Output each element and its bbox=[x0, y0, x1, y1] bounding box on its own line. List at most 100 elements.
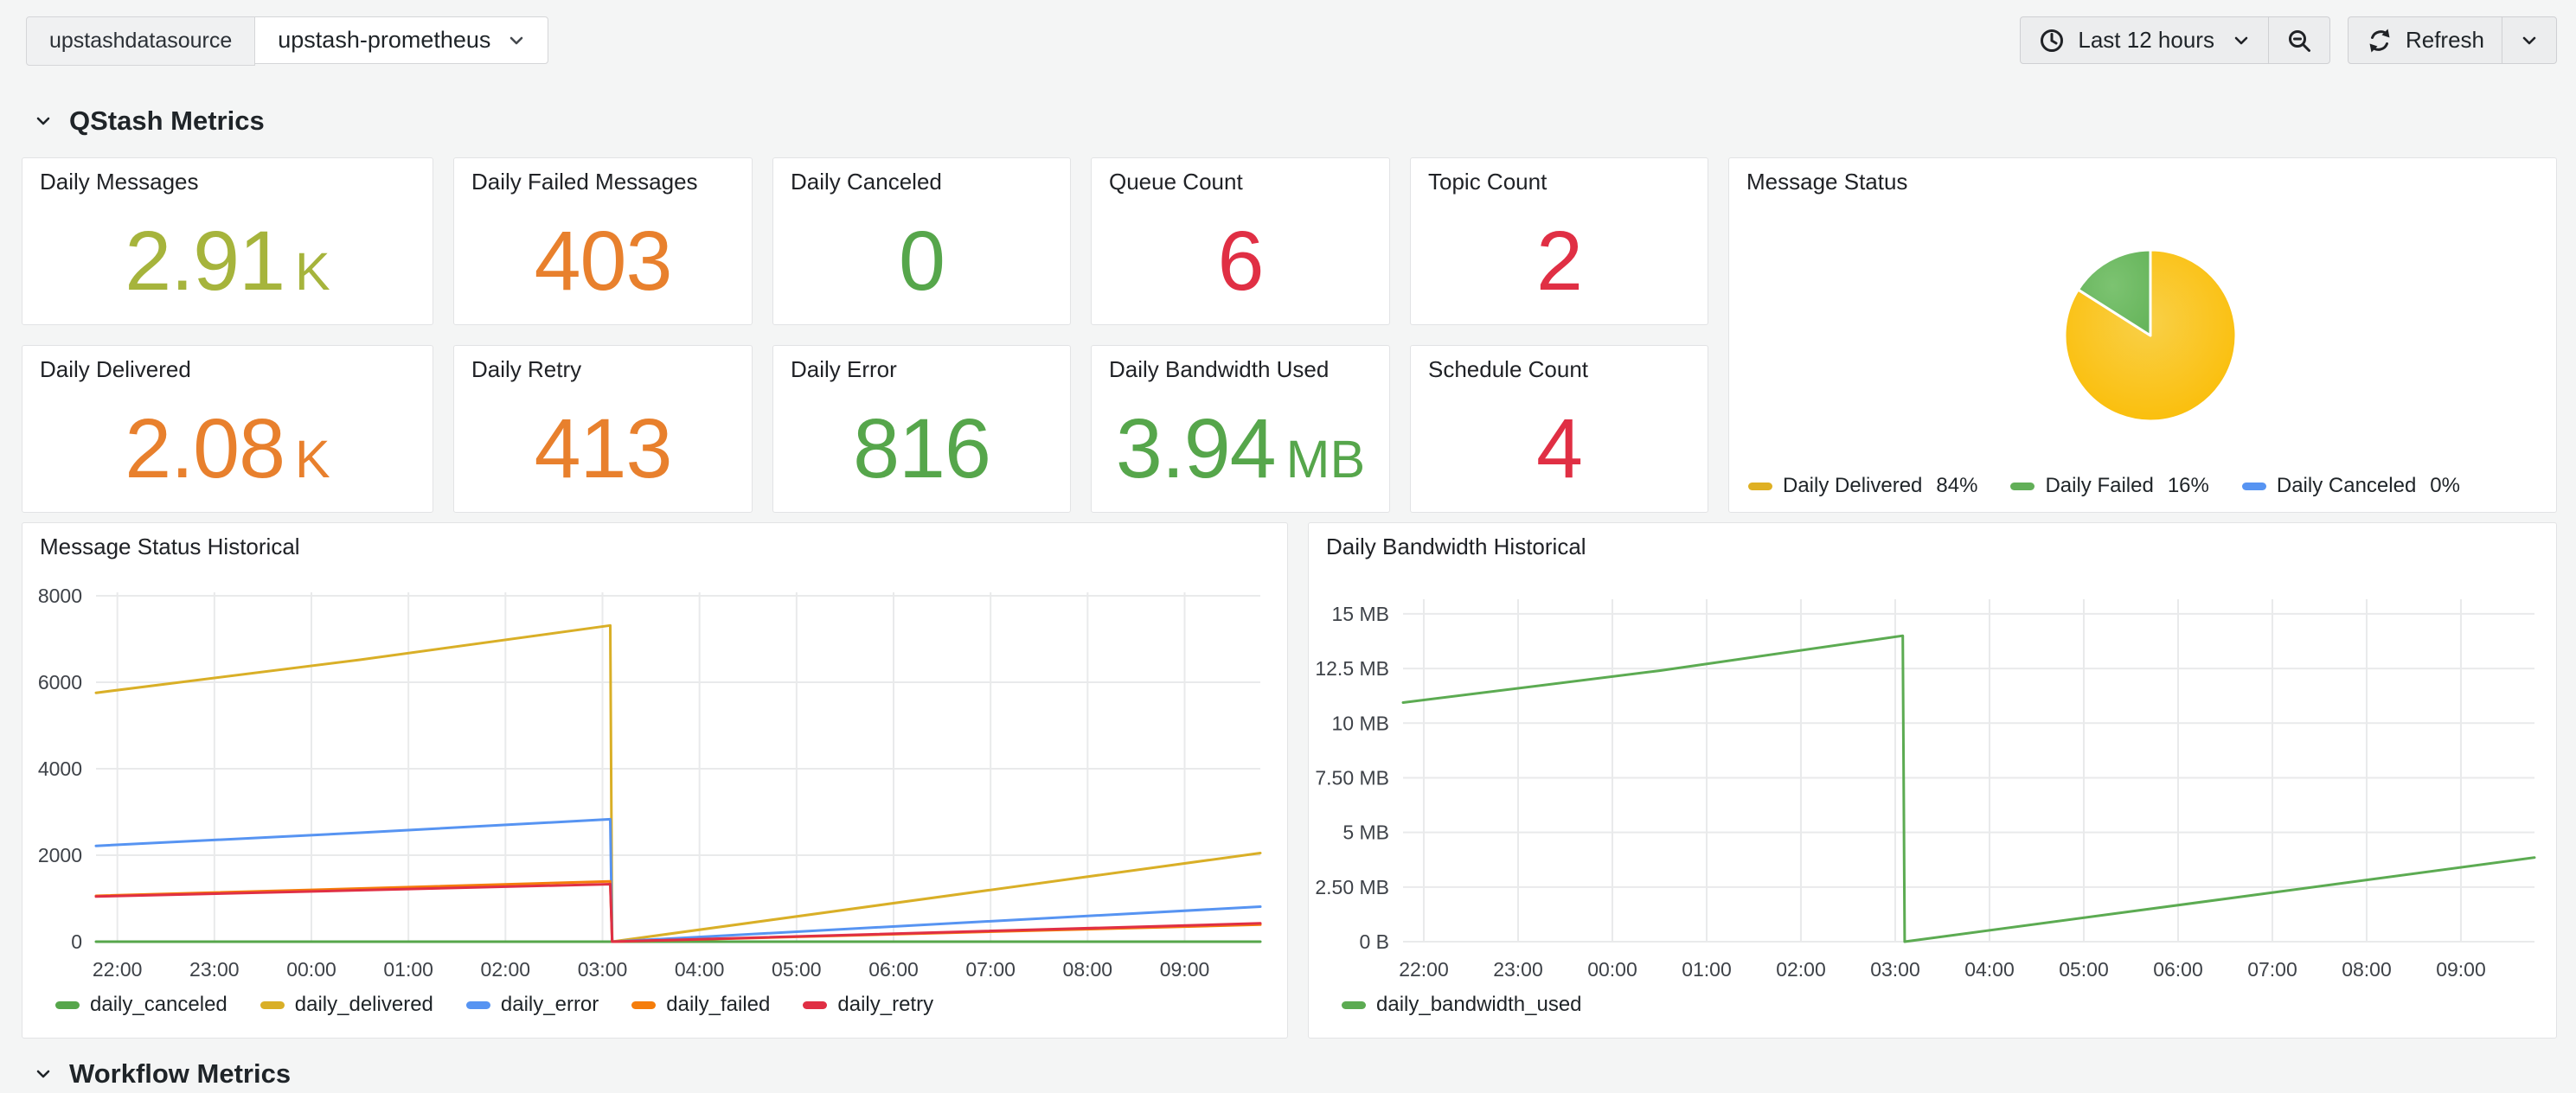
stat-value: 816 bbox=[853, 400, 991, 495]
legend-item[interactable]: Daily Failed 16% bbox=[2010, 474, 2209, 498]
legend-item[interactable]: daily_bandwidth_used bbox=[1342, 993, 1582, 1017]
y-axis-label: 12.5 MB bbox=[1315, 657, 1389, 680]
panel-daily-bandwidth-historical: Daily Bandwidth Historical 22:00 23:00 00:… bbox=[1308, 522, 2557, 1039]
x-axis-label: 08:00 bbox=[2342, 958, 2392, 981]
y-axis-label: 10 MB bbox=[1332, 712, 1389, 734]
time-controls: Last 12 hours bbox=[2020, 16, 2330, 66]
y-axis-label: 15 MB bbox=[1332, 603, 1389, 625]
legend-item[interactable]: daily_error bbox=[465, 993, 599, 1017]
panel-title: Daily Delivered bbox=[40, 356, 191, 382]
series-line-daily_error bbox=[94, 817, 1262, 943]
panel-title: Daily Bandwidth Historical bbox=[1326, 534, 1586, 559]
legend-label: Daily Failed bbox=[2045, 474, 2154, 497]
x-axis-label: 04:00 bbox=[675, 958, 725, 981]
x-axis-label: 02:00 bbox=[481, 958, 531, 981]
legend-item[interactable]: daily_delivered bbox=[260, 993, 433, 1017]
y-axis-label: 2000 bbox=[38, 844, 82, 866]
x-axis-label: 22:00 bbox=[1399, 958, 1449, 981]
legend-item[interactable]: daily_canceled bbox=[55, 993, 227, 1017]
chevron-down-icon bbox=[2520, 31, 2539, 50]
dashboard-toolbar: upstashdatasource upstash-prometheus Las… bbox=[0, 0, 2576, 83]
stat-value: 403 bbox=[534, 213, 673, 308]
x-axis-label: 08:00 bbox=[1063, 958, 1113, 981]
panel-title: Daily Bandwidth Used bbox=[1109, 356, 1330, 382]
legend-percent: 84% bbox=[1936, 474, 1978, 497]
legend-swatch bbox=[1342, 1000, 1366, 1009]
y-axis-label: 0 B bbox=[1359, 930, 1389, 953]
legend-swatch bbox=[2010, 482, 2035, 490]
stat-unit: K bbox=[295, 241, 330, 301]
datasource-value: upstash-prometheus bbox=[278, 27, 491, 53]
x-axis-label: 05:00 bbox=[2059, 958, 2109, 981]
x-axis-label: 23:00 bbox=[1493, 958, 1543, 981]
legend-label: daily_retry bbox=[837, 993, 934, 1016]
x-axis-label: 01:00 bbox=[383, 958, 433, 981]
chevron-down-icon bbox=[33, 111, 54, 131]
x-axis-label: 01:00 bbox=[1682, 958, 1732, 981]
chart-legend: daily_bandwidth_used bbox=[1342, 993, 1582, 1017]
stat-panel: Daily Failed Messages 403 bbox=[453, 157, 753, 325]
refresh-interval-button[interactable] bbox=[2502, 16, 2557, 64]
zoom-out-button[interactable] bbox=[2267, 16, 2330, 64]
series-line-daily_bandwidth_used bbox=[1401, 634, 2536, 943]
legend-swatch bbox=[631, 1000, 657, 1009]
x-axis-label: 06:00 bbox=[2153, 958, 2203, 981]
stat-unit: K bbox=[295, 429, 330, 489]
x-axis-label: 22:00 bbox=[93, 958, 143, 981]
panel-title: Daily Error bbox=[791, 356, 897, 382]
panel-title: Schedule Count bbox=[1428, 356, 1589, 382]
datasource-select[interactable]: upstash-prometheus bbox=[254, 16, 549, 64]
row-title: QStash Metrics bbox=[69, 105, 265, 136]
datasource-label: upstashdatasource bbox=[26, 16, 256, 66]
stat-value: 4 bbox=[1536, 400, 1583, 495]
zoom-out-icon bbox=[2286, 28, 2312, 54]
y-axis-label: 0 bbox=[71, 930, 82, 953]
x-axis-label: 03:00 bbox=[1870, 958, 1920, 981]
y-axis-label: 8000 bbox=[38, 585, 82, 607]
legend-label: daily_canceled bbox=[90, 993, 227, 1016]
y-axis-label: 2.50 MB bbox=[1315, 876, 1389, 898]
x-axis-label: 09:00 bbox=[2436, 958, 2486, 981]
panel-title: Daily Retry bbox=[471, 356, 582, 382]
legend-item[interactable]: daily_retry bbox=[803, 993, 933, 1017]
row-header-workflow-metrics[interactable]: Workflow Metrics bbox=[33, 1055, 291, 1093]
legend-label: Daily Canceled bbox=[2276, 474, 2417, 497]
stat-panel: Daily Error 816 bbox=[772, 345, 1071, 513]
legend-item[interactable]: daily_failed bbox=[631, 993, 770, 1017]
legend-label: daily_delivered bbox=[294, 993, 433, 1016]
legend-item[interactable]: Daily Canceled 0% bbox=[2241, 474, 2460, 498]
stat-panel: Daily Messages 2.91 K bbox=[22, 157, 433, 325]
legend-label: daily_bandwidth_used bbox=[1376, 993, 1582, 1016]
row-header-qstash-metrics[interactable]: QStash Metrics bbox=[33, 102, 265, 140]
stat-value: 413 bbox=[534, 400, 673, 495]
panel-title: Topic Count bbox=[1428, 169, 1548, 195]
stat-value: 6 bbox=[1217, 213, 1265, 308]
toolbar-right: Last 12 hours bbox=[2020, 16, 2557, 66]
legend-label: daily_failed bbox=[666, 993, 771, 1016]
stat-value: 2.91 bbox=[125, 213, 285, 308]
time-range-button[interactable]: Last 12 hours bbox=[2020, 16, 2269, 64]
refresh-label: Refresh bbox=[2405, 27, 2484, 53]
legend-percent: 0% bbox=[2430, 474, 2460, 497]
legend-swatch bbox=[55, 1000, 80, 1009]
refresh-button[interactable]: Refresh bbox=[2347, 16, 2502, 64]
x-axis-label: 07:00 bbox=[2247, 958, 2297, 981]
panel-title: Daily Messages bbox=[40, 169, 199, 195]
stat-panel: Queue Count 6 bbox=[1091, 157, 1390, 325]
stat-value: 2.08 bbox=[125, 400, 285, 495]
legend-label: Daily Delivered bbox=[1783, 474, 1923, 497]
panel-title: Message Status bbox=[1746, 169, 1908, 195]
panel-title: Message Status Historical bbox=[40, 534, 300, 559]
panel-title: Daily Failed Messages bbox=[471, 169, 698, 195]
x-axis-label: 04:00 bbox=[1964, 958, 2015, 981]
y-axis-label: 4000 bbox=[38, 757, 82, 780]
x-axis-label: 23:00 bbox=[189, 958, 240, 981]
legend-label: daily_error bbox=[500, 993, 599, 1016]
x-axis-label: 00:00 bbox=[286, 958, 336, 981]
legend-item[interactable]: Daily Delivered 84% bbox=[1748, 474, 1977, 498]
stat-value: 2 bbox=[1536, 213, 1583, 308]
stat-value: 0 bbox=[899, 213, 945, 308]
x-axis-label: 02:00 bbox=[1776, 958, 1826, 981]
legend-swatch bbox=[2241, 482, 2266, 490]
timeseries-chart: 22:00 23:00 00:00 01:00 02:00 03:00 04:00 05:00… bbox=[38, 585, 1262, 981]
